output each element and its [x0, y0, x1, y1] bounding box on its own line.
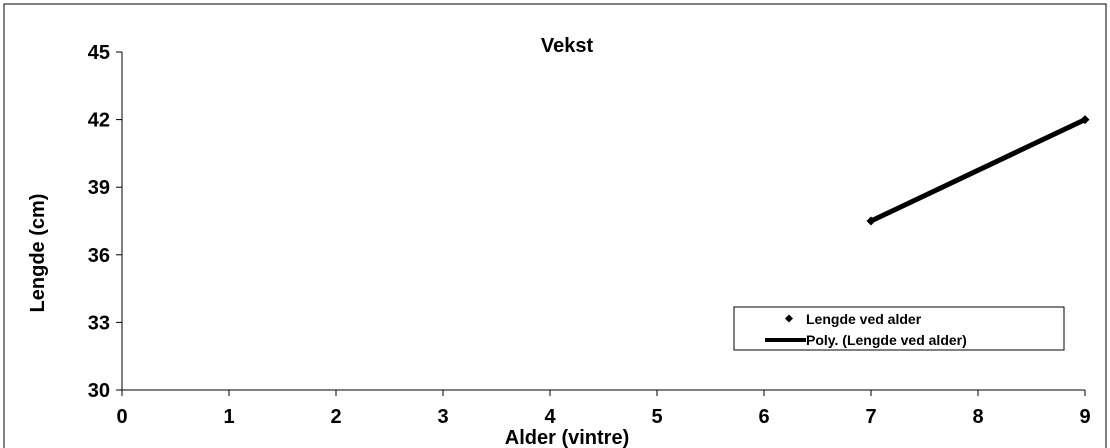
- x-tick-label: 5: [651, 406, 662, 428]
- y-tick-label: 39: [88, 177, 110, 199]
- data-point-diamond: [1080, 115, 1090, 125]
- y-tick-label: 45: [88, 42, 110, 64]
- x-axis-title: Alder (vintre): [505, 427, 629, 448]
- x-tick-label: 6: [758, 406, 769, 428]
- x-tick-label: 9: [1079, 406, 1090, 428]
- y-axis-title: Lengde (cm): [27, 194, 49, 313]
- x-tick-label: 3: [437, 406, 448, 428]
- y-tick-label: 36: [88, 245, 110, 267]
- x-axis-ticks: 0 1 2 3 4 5 6 7 8 9: [116, 390, 1091, 428]
- chart-title: Vekst: [541, 35, 594, 57]
- y-tick-label: 30: [88, 380, 110, 402]
- x-tick-label: 7: [865, 406, 876, 428]
- x-tick-label: 4: [544, 406, 556, 428]
- legend: Lengde ved alder Poly. (Lengde ved alder…: [733, 306, 1065, 351]
- chart-border: [3, 3, 1107, 448]
- legend-label-points: Lengde ved alder: [806, 311, 922, 327]
- data-point-diamond: [866, 216, 876, 226]
- x-tick-label: 2: [330, 406, 341, 428]
- y-tick-label: 42: [88, 110, 110, 132]
- legend-label-trendline: Poly. (Lengde ved alder): [806, 332, 967, 348]
- legend-diamond-marker: [785, 314, 793, 323]
- legend-box: [733, 306, 1065, 351]
- series-layer: [866, 115, 1090, 226]
- y-tick-label: 33: [88, 312, 110, 334]
- axes: [121, 52, 1085, 391]
- x-tick-label: 8: [972, 406, 983, 428]
- x-tick-label: 0: [116, 406, 127, 428]
- y-axis-ticks: 30 33 36 39 42 45: [88, 42, 122, 402]
- x-tick-label: 1: [223, 406, 234, 428]
- trendline: [869, 117, 1087, 224]
